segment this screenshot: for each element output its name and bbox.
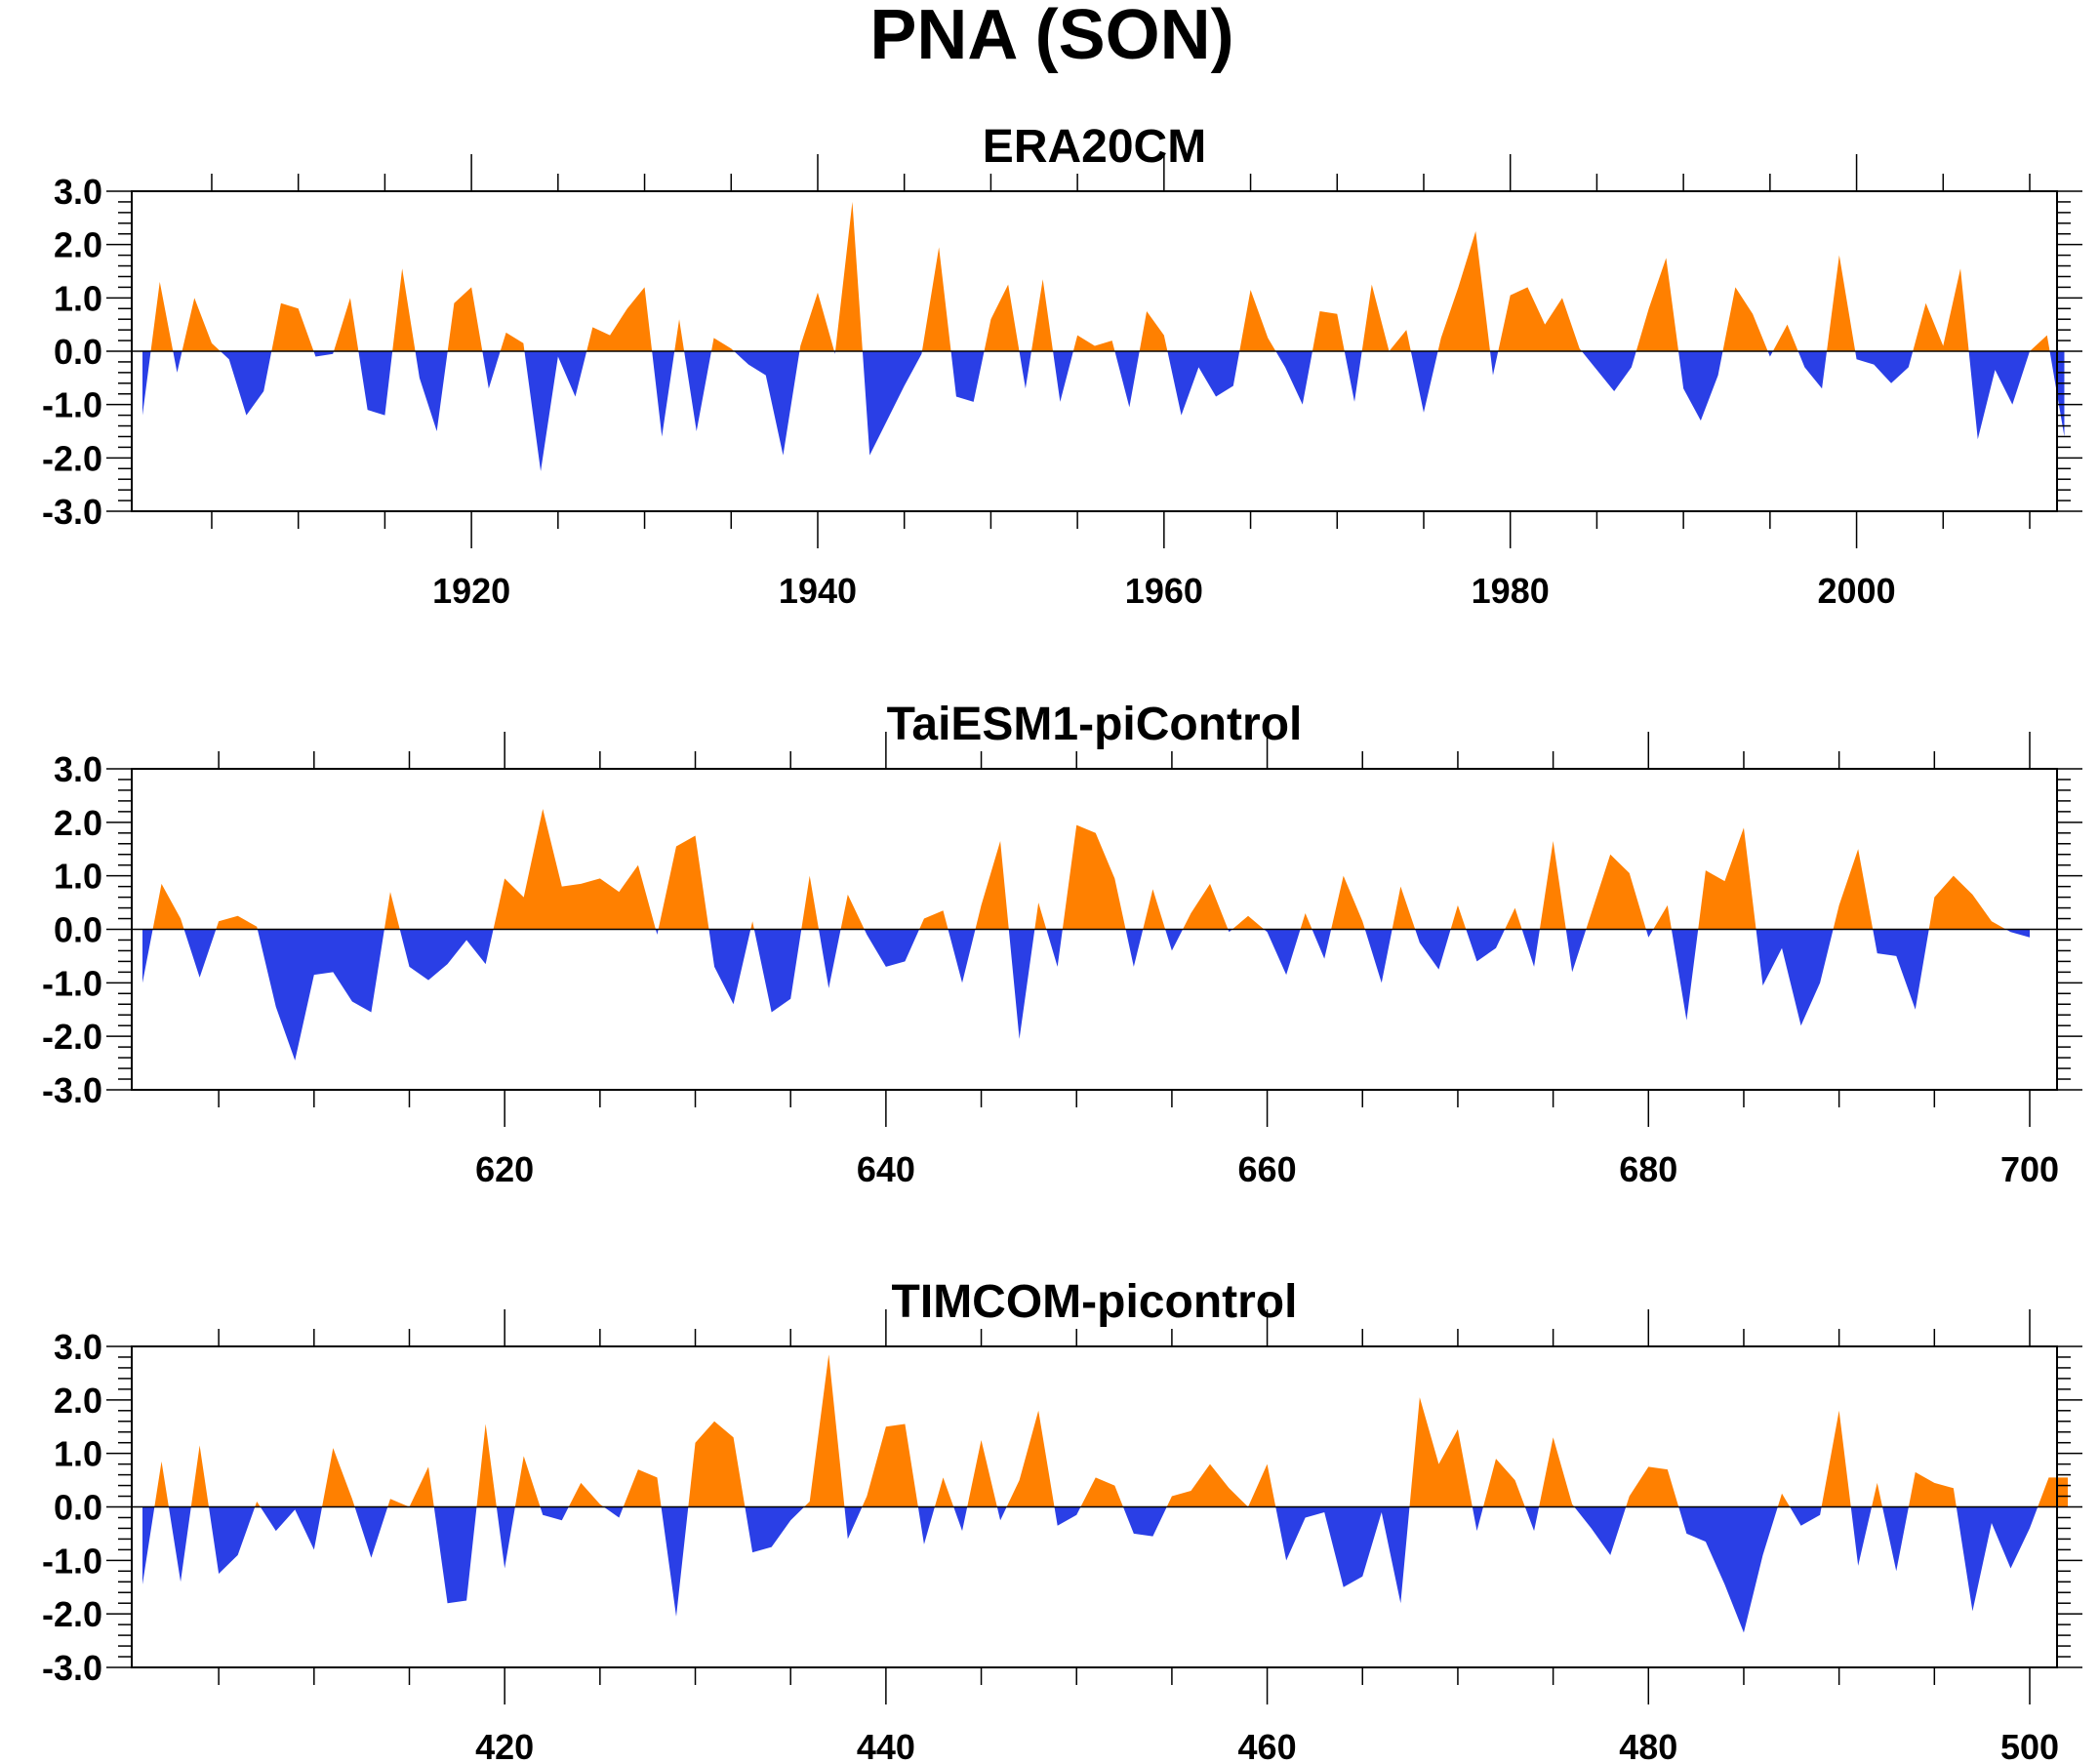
- x-tick-label: 640: [857, 1149, 915, 1189]
- series-positive-area: [142, 809, 2030, 930]
- y-tick-label: 0.0: [54, 910, 102, 950]
- y-tick-label: 0.0: [54, 1488, 102, 1528]
- y-tick-label: -2.0: [42, 1017, 102, 1057]
- panel-title: ERA20CM: [983, 121, 1206, 173]
- series-negative-area: [142, 351, 2065, 471]
- y-tick-label: -3.0: [42, 1648, 102, 1688]
- y-tick-label: 3.0: [54, 1327, 102, 1367]
- series-positive-area: [142, 1354, 2069, 1507]
- y-tick-label: 2.0: [54, 1381, 102, 1421]
- y-tick-label: 1.0: [54, 1434, 102, 1474]
- x-tick-label: 1960: [1125, 571, 1203, 611]
- y-tick-label: 3.0: [54, 172, 102, 212]
- x-tick-label: 1980: [1472, 571, 1550, 611]
- y-tick-label: -2.0: [42, 1594, 102, 1634]
- panel-era20cm: ERA20CM 3.0 2.0 1.0 0.0 -1.0 -2.0 -3.0 1920 1940 1…: [42, 121, 2082, 611]
- y-tick-label: -1.0: [42, 963, 102, 1003]
- x-tick-label: 620: [475, 1149, 534, 1189]
- x-tick-label: 2000: [1818, 571, 1896, 611]
- figure-title: PNA (SON): [869, 0, 1233, 74]
- y-tick-label: 1.0: [54, 278, 102, 318]
- x-tick-label: 660: [1238, 1149, 1297, 1189]
- panel-title: TaiESM1-piControl: [887, 699, 1303, 750]
- x-tick-label: 500: [2000, 1727, 2059, 1764]
- panel-taiesm1-picontrol: TaiESM1-piControl 3.0 2.0 1.0 0.0 -1.0 -2.0 -3.…: [42, 699, 2082, 1189]
- y-tick-label: -1.0: [42, 385, 102, 425]
- y-tick-label: 0.0: [54, 332, 102, 372]
- x-tick-label: 680: [1619, 1149, 1677, 1189]
- y-tick-label: 2.0: [54, 225, 102, 265]
- y-tick-label: -3.0: [42, 1070, 102, 1110]
- x-tick-label: 480: [1619, 1727, 1677, 1764]
- x-tick-label: 440: [857, 1727, 915, 1764]
- y-tick-label: 3.0: [54, 749, 102, 789]
- y-tick-label: 1.0: [54, 857, 102, 897]
- x-tick-label: 460: [1238, 1727, 1297, 1764]
- y-tick-label: -2.0: [42, 438, 102, 478]
- series-negative-area: [142, 929, 2030, 1061]
- y-tick-label: -1.0: [42, 1541, 102, 1581]
- x-tick-label: 1920: [432, 571, 510, 611]
- x-tick-label: 1940: [779, 571, 857, 611]
- y-tick-label: 2.0: [54, 803, 102, 843]
- x-tick-label: 420: [475, 1727, 534, 1764]
- series-positive-area: [142, 201, 2065, 351]
- x-tick-label: 700: [2000, 1149, 2059, 1189]
- panel-title: TIMCOM-picontrol: [892, 1276, 1298, 1328]
- y-tick-label: -3.0: [42, 492, 102, 532]
- panel-timcom-picontrol: TIMCOM-picontrol 3.0 2.0 1.0 0.0 -1.0 -2.0 -3.0…: [42, 1276, 2082, 1764]
- series-negative-area: [142, 1506, 2069, 1633]
